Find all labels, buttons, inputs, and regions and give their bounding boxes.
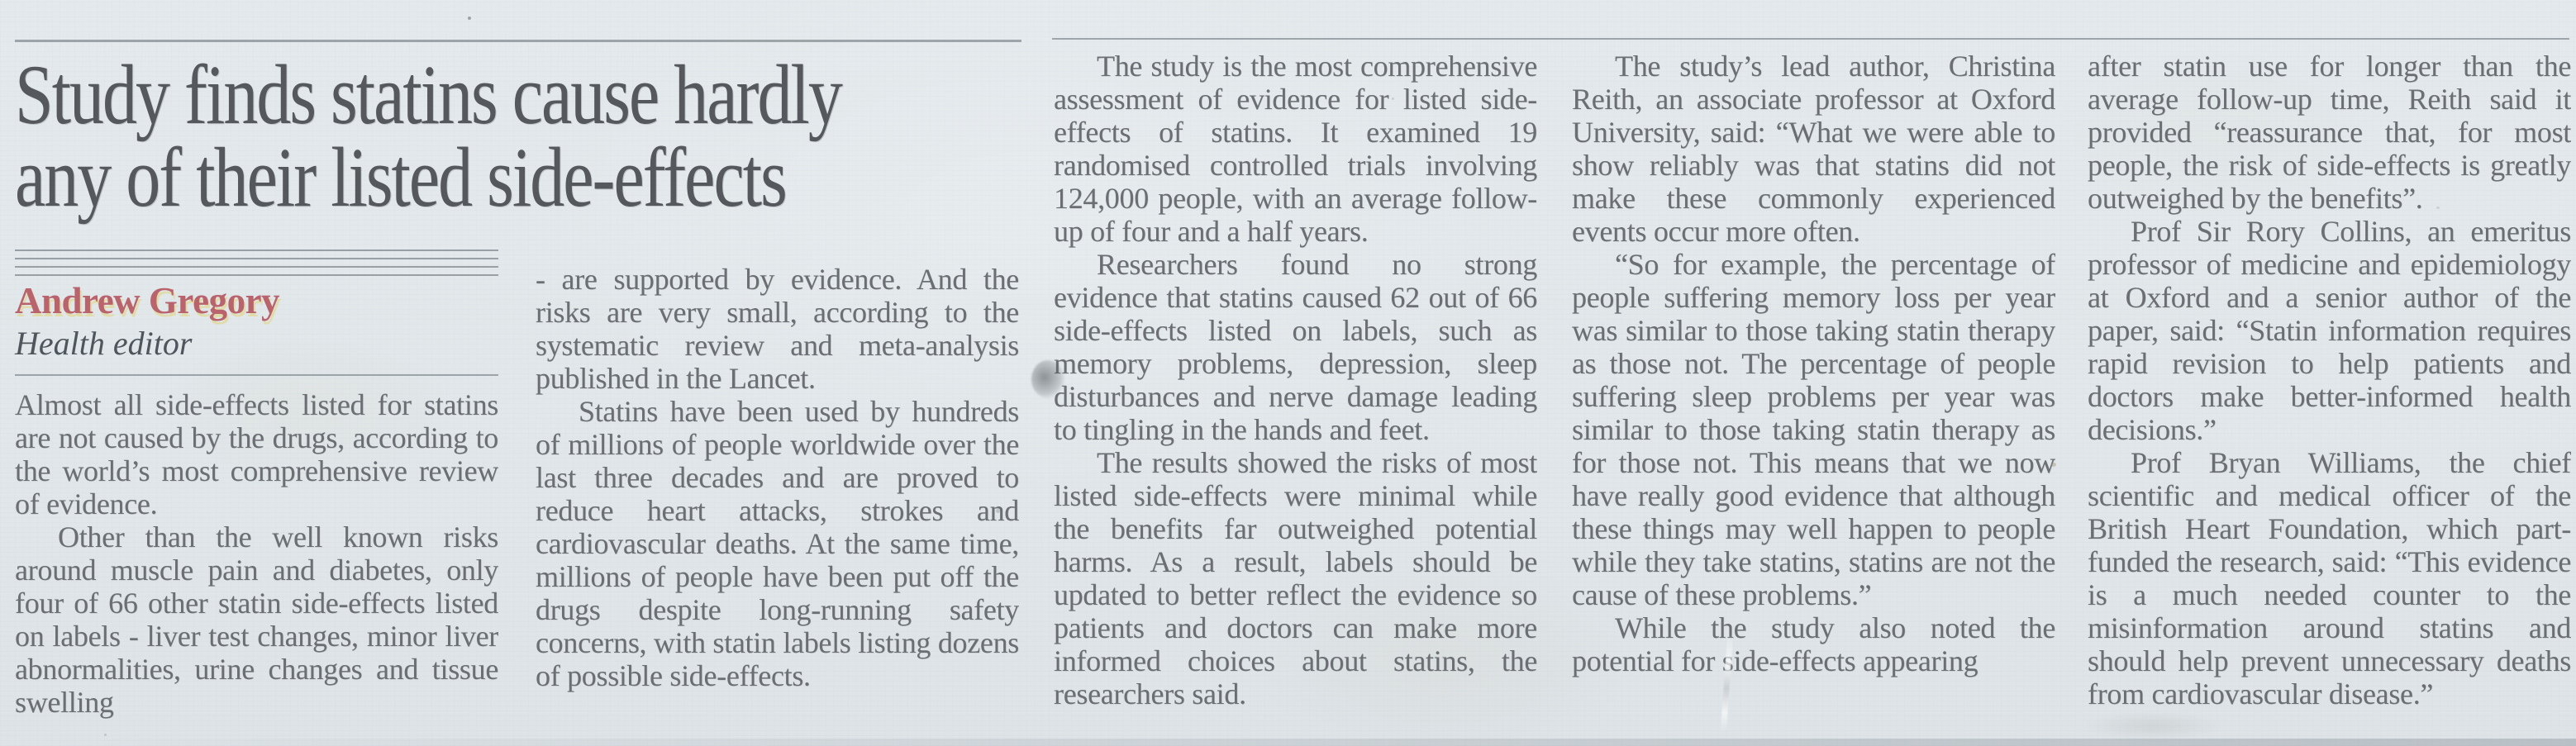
byline-author: Andrew Gregory [15, 280, 280, 321]
paragraph: “So for example, the percentage of peopl… [1572, 248, 2055, 611]
paragraph: While the study also noted the potential… [1572, 611, 2055, 677]
article-column-4: The study’s lead author, Christina Reith… [1572, 50, 2055, 734]
column1-top-rule [15, 374, 498, 376]
byline-separator [15, 249, 498, 283]
article-column-3: The study is the most comprehensive asse… [1054, 50, 1537, 734]
paragraph: Almost all side-effects listed for stati… [15, 388, 498, 520]
dust-speck [104, 734, 107, 736]
paragraph: Other than the well known risks around m… [15, 520, 498, 719]
paper-stain [2083, 712, 2223, 740]
article-column-5: after statin use for longer than the ave… [2088, 50, 2571, 734]
dust-speck [468, 17, 471, 20]
dust-speck [2051, 463, 2056, 467]
scan-edge-shadow [0, 739, 2576, 746]
dust-speck [1392, 97, 1394, 100]
byline-role: Health editor [15, 325, 193, 362]
paragraph: Researchers found no strong evidence tha… [1054, 248, 1537, 446]
dust-speck [996, 509, 1000, 513]
paragraph: Prof Bryan Williams, the chief scientifi… [2088, 446, 2571, 710]
headline-line-2: any of their listed side-effects [15, 131, 788, 226]
headline-line-1: Study finds statins cause hardly [15, 48, 843, 143]
paragraph: The results showed the risks of most lis… [1054, 446, 1537, 710]
paragraph: after statin use for longer than the ave… [2088, 50, 2571, 215]
paragraph: The study is the most comprehensive asse… [1054, 50, 1537, 248]
ink-smudge [1031, 360, 1064, 398]
columns-top-rule [1052, 38, 2569, 40]
dust-speck [2436, 207, 2440, 209]
article-column-1: Almost all side-effects listed for stati… [15, 388, 498, 734]
headline-top-rule [15, 40, 1021, 42]
paragraph: The study’s lead author, Christina Reith… [1572, 50, 2055, 248]
article-column-2: - are supported by evidence. And the ris… [536, 263, 1019, 735]
paragraph: - are supported by evidence. And the ris… [536, 263, 1019, 395]
headline: Study finds statins cause hardly any of … [15, 48, 1056, 226]
paragraph: Prof Sir Rory Collins, an emeritus profe… [2088, 215, 2571, 446]
paragraph: Statins have been used by hundreds of mi… [536, 395, 1019, 692]
